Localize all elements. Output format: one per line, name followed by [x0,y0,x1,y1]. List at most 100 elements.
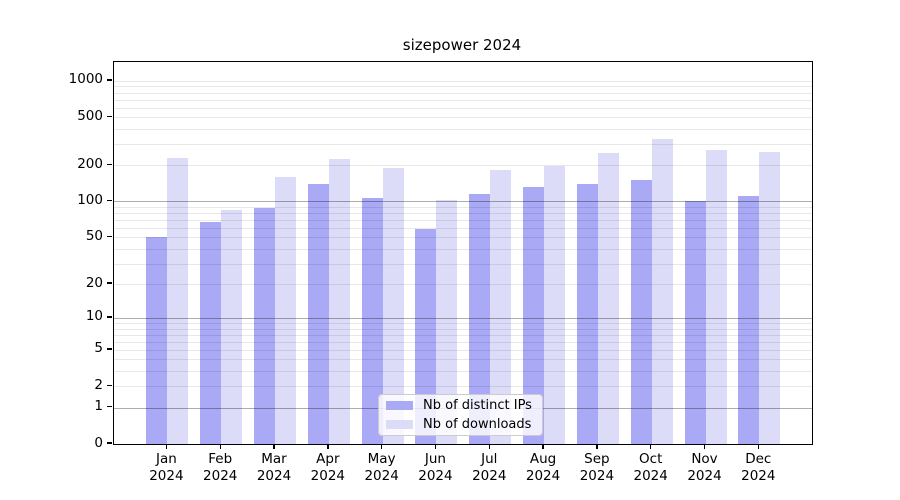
y-tick-mark-100 [107,199,112,202]
gridline-minor-40 [114,248,812,250]
gridline-minor-3 [114,371,812,373]
gridline-minor-400 [114,129,812,131]
gridline-minor-4 [114,359,812,361]
legend-swatch-distinct-ips [386,401,413,410]
y-tick-label-100: 100 [77,191,103,208]
y-tick-mark-50 [107,235,112,238]
y-tick-mark-1 [107,405,112,408]
x-tick-label-may: May 2024 [364,451,399,484]
gridline-minor-600 [114,107,812,109]
gridline-minor-60 [114,227,812,229]
bar-nb-of-downloads-may [382,167,404,444]
bar-nb-of-downloads-jul [490,169,512,444]
x-tick-label-oct: Oct 2024 [633,451,668,484]
gridline-minor-9 [114,323,812,324]
gridline-minor-700 [114,99,812,101]
y-tick-label-0: 0 [94,434,103,451]
x-tick-mark-jul [488,444,490,450]
x-tick-label-apr: Apr 2024 [310,451,345,484]
x-tick-mark-mar [273,444,275,450]
legend-item-distinct-ips: Nb of distinct IPs [386,398,542,413]
x-tick-label-jan: Jan 2024 [149,451,184,484]
legend-swatch-downloads [386,420,413,429]
grid-layer [114,62,812,444]
gridline-minor-7 [114,334,812,336]
y-tick-mark-1000 [107,79,112,81]
x-tick-label-jul: Jul 2024 [472,451,507,484]
bar-nb-of-distinct-ips-apr [307,183,329,444]
y-tick-label-500: 500 [77,107,103,124]
gridline-minor-90 [114,206,812,208]
bar-nb-of-distinct-ips-jun [415,228,437,444]
bar-nb-of-downloads-mar [275,176,297,444]
y-tick-mark-10 [107,316,112,318]
bar-nb-of-distinct-ips-feb [200,222,222,444]
chart-title: sizepower 2024 [402,36,522,54]
gridline-major-100 [114,201,812,203]
bar-nb-of-distinct-ips-mar [254,208,276,444]
y-tick-mark-20 [107,282,112,284]
gridline-minor-5 [114,349,812,351]
y-tick-label-10: 10 [85,308,103,325]
y-tick-label-50: 50 [85,227,103,244]
bar-nb-of-distinct-ips-dec [738,196,760,444]
gridline-major-10 [114,317,812,319]
x-tick-label-feb: Feb 2024 [203,451,238,484]
legend-item-downloads: Nb of downloads [386,417,542,432]
x-tick-mark-oct [649,444,652,450]
x-tick-label-sep: Sep 2024 [579,451,615,484]
x-tick-mark-dec [757,444,759,450]
gridline-minor-500 [114,117,812,119]
gridline-minor-80 [114,213,812,215]
x-tick-label-mar: Mar 2024 [256,451,292,484]
y-tick-mark-5 [107,348,112,350]
bar-nb-of-distinct-ips-may [361,198,383,444]
legend: Nb of distinct IPs Nb of downloads [378,394,543,436]
y-tick-label-5: 5 [94,340,103,357]
plot-area [113,61,813,445]
x-tick-mark-jun [434,444,437,450]
legend-label-downloads: Nb of downloads [423,417,532,432]
gridline-minor-900 [114,86,812,88]
bar-nb-of-downloads-feb [221,209,243,444]
gridline-minor-2 [114,386,812,388]
x-tick-mark-nov [703,444,706,450]
gridline-minor-30 [114,263,812,265]
bar-nb-of-distinct-ips-oct [630,179,652,444]
gridline-minor-800 [114,92,812,94]
gridline-minor-20 [114,284,812,285]
bar-nb-of-downloads-nov [705,150,727,444]
y-tick-label-20: 20 [85,274,103,291]
bar-nb-of-downloads-oct [651,138,673,444]
y-tick-mark-2 [107,384,112,386]
y-tick-mark-500 [107,115,112,117]
x-tick-label-nov: Nov 2024 [687,451,722,484]
x-tick-mark-apr [327,444,329,450]
bar-nb-of-downloads-apr [328,158,350,444]
bar-nb-of-downloads-dec [759,151,781,444]
x-tick-mark-may [380,444,383,450]
gridline-minor-6 [114,341,812,343]
y-tick-label-200: 200 [77,155,103,172]
x-tick-label-aug: Aug 2024 [525,451,561,484]
x-tick-mark-sep [596,444,598,450]
gridline-minor-70 [114,219,812,221]
gridline-minor-1000 [114,80,812,82]
y-tick-label-1000: 1000 [68,71,103,88]
y-tick-label-1: 1 [94,398,103,415]
x-tick-label-dec: Dec 2024 [741,451,776,484]
bar-nb-of-downloads-sep [597,152,619,444]
gridline-minor-8 [114,328,812,330]
bar-nb-of-downloads-jun [436,199,458,444]
x-tick-mark-aug [542,444,544,450]
x-tick-mark-jan [165,444,168,450]
y-tick-label-2: 2 [94,376,103,393]
bar-nb-of-distinct-ips-nov [684,200,706,444]
y-tick-mark-0 [107,442,112,444]
bar-nb-of-distinct-ips-jan [146,237,168,444]
x-tick-label-jun: Jun 2024 [418,451,453,484]
legend-label-distinct-ips: Nb of distinct IPs [423,398,532,413]
gridline-minor-300 [114,144,812,146]
